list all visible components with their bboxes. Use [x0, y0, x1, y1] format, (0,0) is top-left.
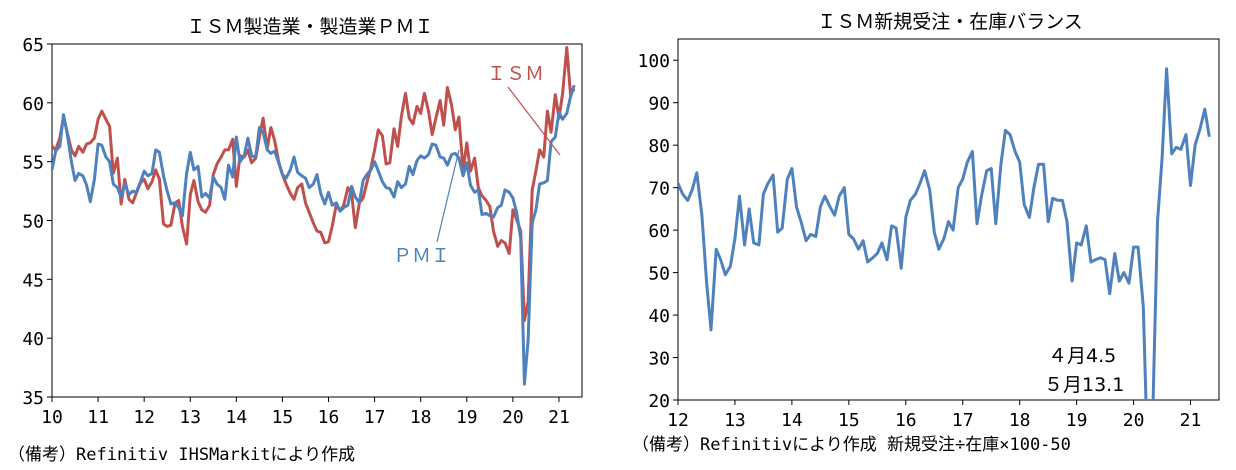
chart-note: （備考）Refinitiv IHSMarkitにより作成 [8, 445, 355, 465]
y-tick-label: 40 [22, 329, 44, 350]
y-tick-label: 30 [648, 349, 670, 370]
x-tick-label: 17 [952, 410, 974, 431]
april-annotation: ４月4.5 [1048, 345, 1116, 367]
x-tick-label: 12 [133, 407, 155, 428]
x-tick-label: 20 [1123, 410, 1145, 431]
series-line-0 [678, 67, 1211, 400]
y-tick-label: 45 [22, 270, 44, 291]
series-line-1 [52, 84, 576, 386]
plot-frame [677, 38, 1220, 401]
y-tick-label: 60 [22, 94, 44, 115]
y-tick-label: 70 [648, 179, 670, 200]
x-tick-label: 18 [410, 407, 432, 428]
x-tick-label: 16 [318, 407, 340, 428]
series-group [678, 67, 1211, 400]
y-tick-label: 40 [648, 306, 670, 327]
x-tick-label: 14 [226, 407, 248, 428]
x-tick-label: 19 [456, 407, 478, 428]
y-tick-label: 100 [637, 51, 670, 72]
x-tick-label: 18 [1009, 410, 1031, 431]
ism-annotation: ＩＳＭ [487, 63, 544, 85]
x-tick-label: 20 [502, 407, 524, 428]
x-tick-label: 17 [364, 407, 386, 428]
series-group [52, 46, 576, 386]
chart-title: ＩＳＭ製造業・製造業ＰＭＩ [186, 16, 433, 38]
y-tick-label: 50 [648, 264, 670, 285]
x-axis: 12 13 14 15 16 17 18 19 20 21 [667, 400, 1201, 431]
y-axis: 35 40 45 50 55 60 65 [22, 35, 52, 409]
plot-frame [51, 43, 583, 398]
may-annotation: ５月13.1 [1044, 374, 1124, 396]
ism-pointer [507, 86, 561, 156]
x-tick-label: 21 [548, 407, 570, 428]
y-tick-label: 20 [648, 391, 670, 412]
y-tick-label: 35 [22, 388, 44, 409]
x-tick-label: 12 [667, 410, 689, 431]
x-tick-label: 15 [272, 407, 294, 428]
x-axis: 10 11 12 13 14 15 16 17 18 19 20 21 [41, 397, 570, 428]
y-tick-label: 50 [22, 212, 44, 233]
x-tick-label: 21 [1180, 410, 1202, 431]
x-tick-label: 11 [87, 407, 109, 428]
chart-title: ＩＳＭ新規受注・在庫バランス [817, 11, 1083, 33]
y-tick-label: 65 [22, 35, 44, 56]
x-tick-label: 16 [895, 410, 917, 431]
y-tick-label: 55 [22, 153, 44, 174]
x-tick-label: 13 [179, 407, 201, 428]
x-tick-label: 19 [1066, 410, 1088, 431]
pmi-annotation: ＰＭＩ [393, 245, 450, 267]
x-tick-label: 10 [41, 407, 63, 428]
y-tick-label: 80 [648, 136, 670, 157]
chart-note: （備考）Refinitivにより作成 新規受注÷在庫×100-50 [632, 435, 1071, 455]
y-tick-label: 90 [648, 94, 670, 115]
x-tick-label: 14 [781, 410, 803, 431]
y-tick-label: 60 [648, 221, 670, 242]
pmi-pointer [436, 149, 460, 243]
x-tick-label: 13 [724, 410, 746, 431]
y-axis: 20 30 40 50 60 70 80 90 100 [637, 51, 678, 412]
x-tick-label: 15 [838, 410, 860, 431]
